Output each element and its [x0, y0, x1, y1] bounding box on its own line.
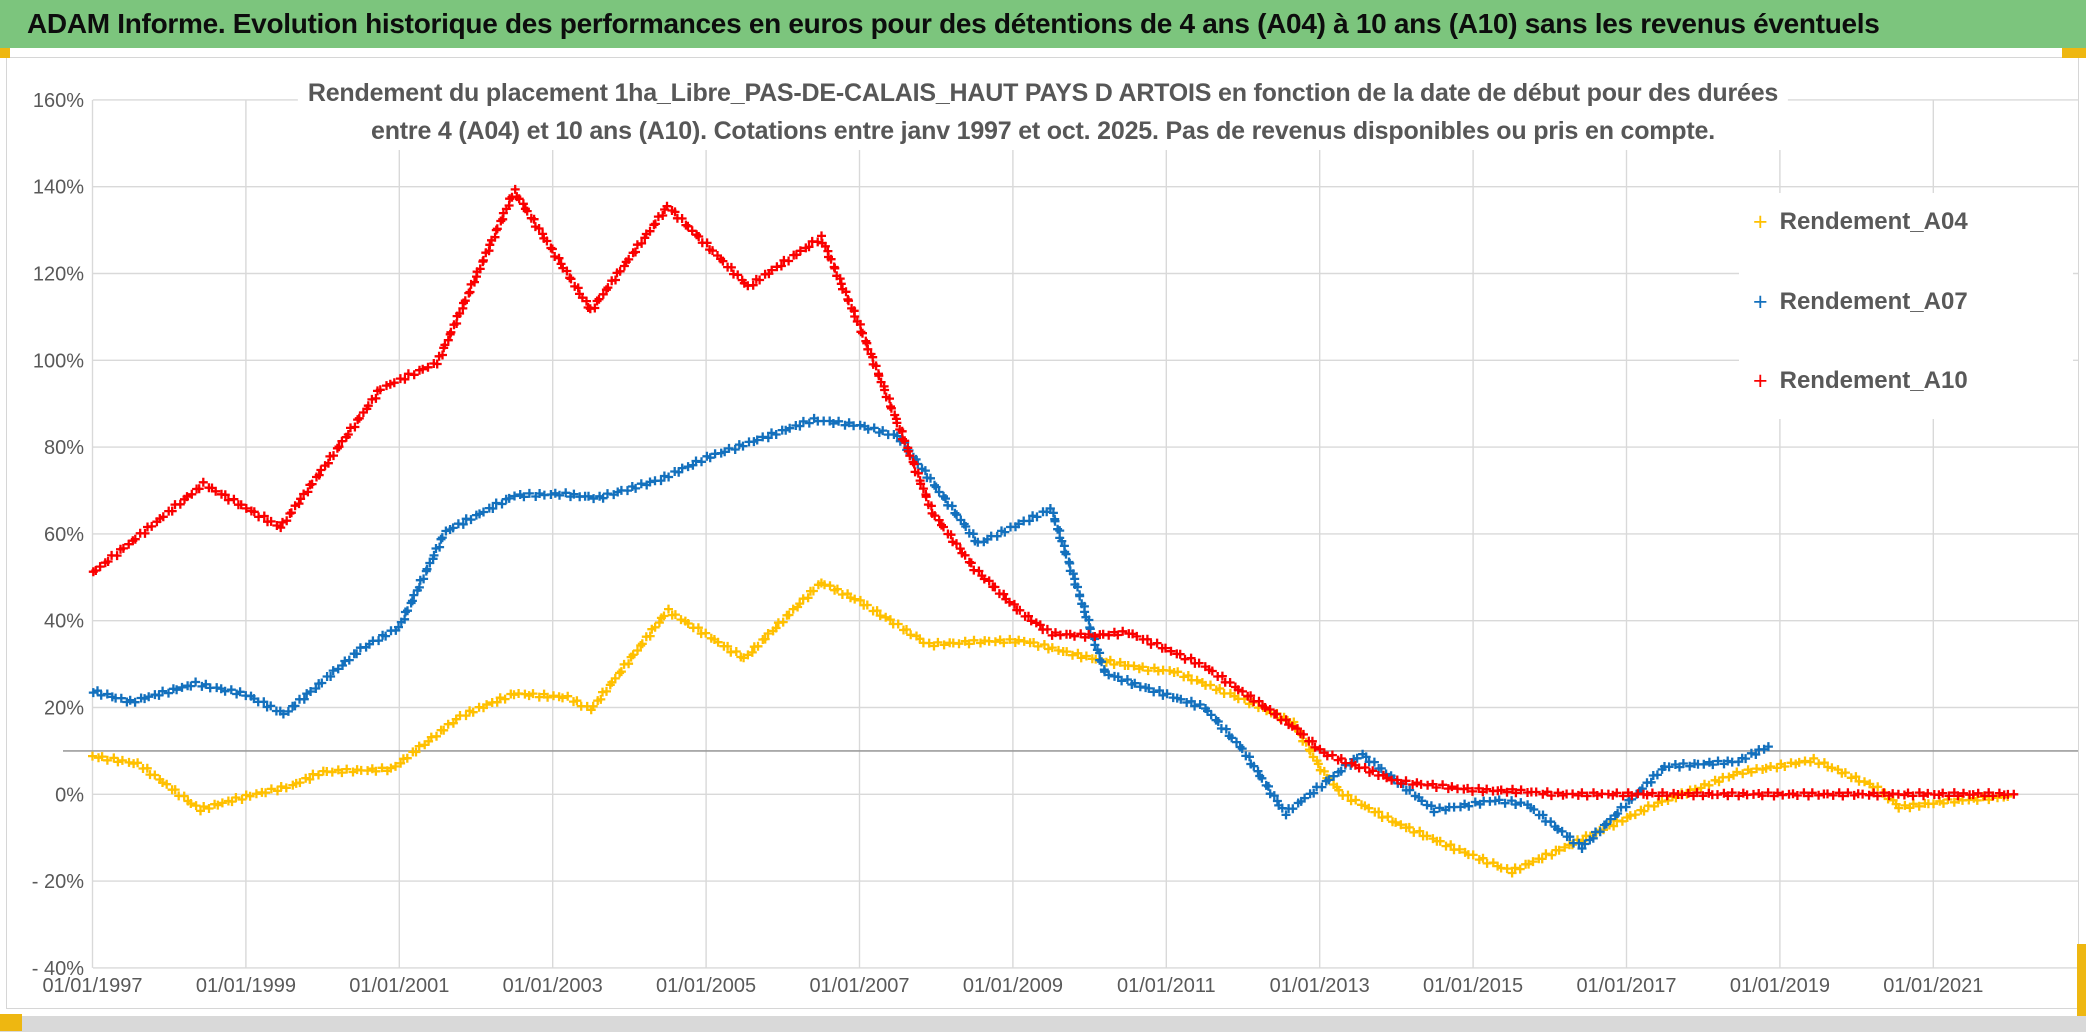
y-tick-label: 160%: [33, 90, 84, 112]
chart-legend: + Rendement_A04 + Rendement_A07 + Rendem…: [1739, 193, 2073, 419]
chart-title-line-2: entre 4 (A04) et 10 ans (A10). Cotations…: [371, 117, 1715, 145]
y-tick-label: 100%: [33, 350, 84, 372]
x-tick-label: 01/01/2013: [1270, 975, 1370, 997]
yellow-accent-right-edge: [2077, 944, 2086, 1032]
plus-marker-icon: +: [1753, 207, 1768, 236]
plus-marker-icon: +: [1753, 366, 1768, 395]
report-title: ADAM Informe. Evolution historique des p…: [27, 8, 1880, 39]
y-tick-label: - 20%: [32, 871, 84, 893]
legend-item-rendement-a07[interactable]: + Rendement_A07: [1753, 284, 1968, 320]
y-tick-label: 40%: [44, 611, 84, 633]
chart-title: Rendement du placement 1ha_Libre_PAS-DE-…: [297, 74, 1789, 150]
x-tick-label: 01/01/2005: [656, 975, 756, 997]
legend-label: Rendement_A07: [1779, 288, 1968, 315]
x-tick-label: 01/01/2001: [349, 975, 449, 997]
yellow-accent-top-right: [2062, 48, 2086, 58]
plus-marker-icon: +: [1753, 287, 1768, 316]
chart-title-line-1: Rendement du placement 1ha_Libre_PAS-DE-…: [307, 79, 1779, 107]
series-Rendement_A04: [88, 578, 2013, 878]
x-tick-label: 01/01/2009: [963, 975, 1063, 997]
y-tick-label: 120%: [33, 264, 84, 286]
yellow-accent-top-left: [0, 48, 10, 58]
x-tick-label: 01/01/1997: [42, 975, 142, 997]
x-tick-label: 01/01/1999: [196, 975, 296, 997]
x-tick-label: 01/01/2011: [1117, 975, 1216, 997]
y-tick-label: - 40%: [32, 958, 84, 980]
y-tick-label: 0%: [55, 784, 84, 806]
x-tick-label: 01/01/2021: [1883, 975, 1983, 997]
legend-label: Rendement_A04: [1779, 208, 1968, 235]
legend-label: Rendement_A10: [1779, 367, 1968, 394]
x-tick-label: 01/01/2015: [1423, 975, 1523, 997]
x-tick-label: 01/01/2019: [1730, 975, 1830, 997]
x-tick-label: 01/01/2003: [503, 975, 603, 997]
report-header-bar: ADAM Informe. Evolution historique des p…: [0, 0, 2086, 48]
x-tick-label: 01/01/2007: [809, 975, 909, 997]
y-tick-label: 140%: [33, 177, 84, 199]
yellow-accent-bottom-left: [0, 1014, 22, 1031]
x-tick-label: 01/01/2017: [1576, 975, 1676, 997]
series-Rendement_A10: [88, 184, 2019, 801]
legend-item-rendement-a04[interactable]: + Rendement_A04: [1753, 204, 1968, 240]
y-tick-label: 20%: [44, 698, 84, 720]
chart-frame: [6, 57, 2079, 1009]
legend-item-rendement-a10[interactable]: + Rendement_A10: [1753, 363, 1968, 399]
y-tick-label: 60%: [44, 524, 84, 546]
y-tick-label: 80%: [44, 437, 84, 459]
bottom-gray-bar: [0, 1016, 2086, 1032]
